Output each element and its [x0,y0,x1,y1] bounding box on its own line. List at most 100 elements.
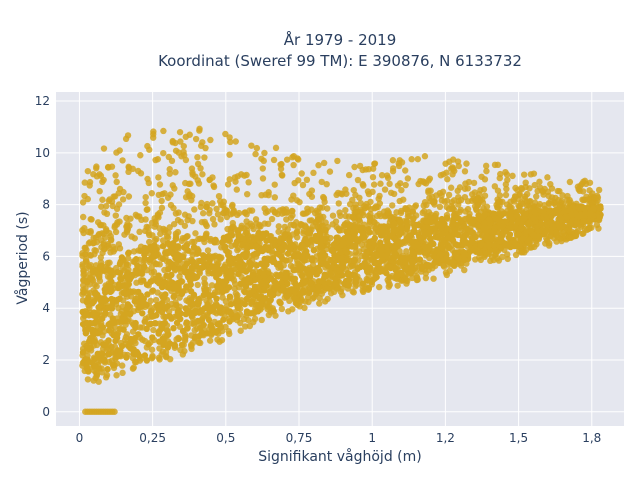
data-point [249,271,256,279]
data-point [188,264,195,272]
data-point [152,320,159,327]
data-point [327,270,334,277]
data-point [80,288,88,295]
data-point [340,239,347,247]
data-point [444,176,451,183]
data-point [353,275,360,282]
tick-labels: 0 0,25 0,5 0,75 1 1,2 1,5 1,8 0 2 4 6 8 10 12 [35,94,602,445]
data-point [198,329,206,336]
data-point [219,288,227,296]
data-point [375,228,382,235]
data-point [360,182,367,189]
data-point [336,267,344,274]
data-point [308,187,316,194]
data-point [123,354,130,361]
data-point [333,234,340,241]
data-point [323,285,330,292]
data-point [413,276,421,284]
data-point [303,267,311,274]
data-point [149,334,156,341]
data-point [245,179,252,186]
data-point [99,178,106,186]
data-point [181,211,189,218]
data-point [462,180,469,187]
data-point [397,209,405,217]
data-point [174,243,182,250]
data-point [193,273,201,281]
data-point [378,172,386,179]
data-point [234,304,241,311]
data-point [147,255,155,262]
data-point [270,156,278,164]
data-point [215,193,223,200]
data-point [278,253,285,260]
data-point [515,230,522,238]
data-point [431,259,438,266]
data-point [156,303,163,310]
data-point [414,155,422,163]
data-point [351,209,358,216]
data-point [165,284,172,291]
data-point [370,240,378,248]
data-point [112,172,119,179]
data-point [105,337,112,344]
data-point [481,192,489,199]
data-point [167,201,175,209]
data-point [140,277,147,284]
data-point [299,287,307,294]
data-point [522,179,529,186]
data-point [113,205,121,213]
data-point [363,248,370,256]
data-point [530,231,537,239]
data-point [91,338,99,345]
data-point [299,277,307,285]
data-point [142,199,149,207]
data-point [555,196,562,204]
data-point [321,198,328,206]
data-point [507,198,514,206]
data-point [158,204,166,212]
data-point [82,330,90,337]
data-point [455,162,462,170]
data-point [574,227,581,235]
data-point [319,204,326,211]
data-point [113,178,120,186]
data-point [509,172,516,180]
data-point [311,209,319,217]
data-point [90,298,97,305]
data-point [252,243,260,250]
data-point [427,227,434,235]
data-point [132,324,139,331]
data-point [132,358,140,366]
data-point [149,354,156,361]
data-point [482,228,490,235]
data-point [386,180,393,188]
data-point [284,250,292,257]
data-point [182,156,190,164]
data-point [107,273,115,280]
data-point [369,173,377,181]
data-point [339,272,346,279]
data-point [149,287,157,294]
data-point [143,248,150,255]
data-point [497,237,505,245]
data-point [159,255,167,263]
data-point [175,335,183,342]
data-point [87,252,95,259]
data-point [162,305,169,312]
data-point [217,216,224,223]
data-point [216,270,223,277]
data-point [509,216,516,223]
data-point [350,186,357,194]
data-point [83,279,91,286]
data-point [280,284,287,292]
data-point [275,228,282,235]
data-point [278,279,285,286]
data-point [104,259,112,267]
data-point [596,214,603,221]
data-point [224,181,232,188]
y-tick-label: 4 [42,301,50,315]
data-point [93,318,100,325]
data-point [133,348,140,356]
data-point [242,323,249,330]
